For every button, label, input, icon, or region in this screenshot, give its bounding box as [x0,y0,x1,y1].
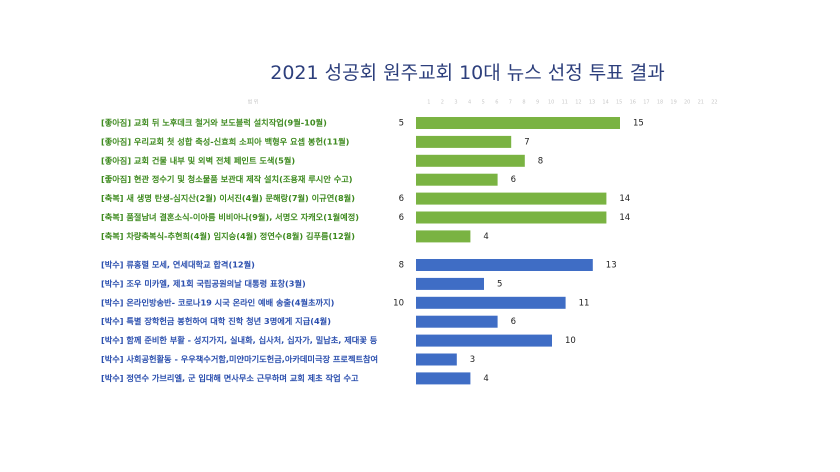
bar [416,173,498,186]
tick-label: 18 [657,100,663,106]
tick-label: 10 [548,100,554,106]
value-label: 10 [565,336,576,346]
value-label: 4 [483,232,488,242]
value-label: 14 [619,213,630,223]
value-label: 7 [524,137,529,147]
start-value-label: 8 [399,261,404,271]
chart-title: 2021 성공회 원주교회 10대 뉴스 선정 투표 결과 [270,62,665,84]
value-label: 6 [511,175,516,185]
value-label: 11 [579,298,590,308]
tick-label: 22 [711,100,717,106]
tick-label: 2 [441,100,444,106]
bar [416,259,593,271]
bar [416,117,620,129]
category-label: [축복] 새 생명 탄생-심지산(2월) 이서진(4월) 문해랑(7월) 이규연… [101,193,355,203]
category-label: [축복] 품절남녀 결혼소식-이아름 비비아나(9월), 서명오 자캐오(1월예… [101,212,359,222]
bar [416,296,566,309]
tick-label: 3 [454,100,457,106]
tick-label: 1 [427,100,430,106]
tick-label: 7 [509,100,512,106]
tick-label: 9 [536,100,539,106]
category-label: [축복] 차량축복식-추현희(4월) 임지승(4월) 정연수(8월) 김푸름(1… [101,231,355,241]
category-label: [좋아짐] 교회 건물 내부 및 외벽 전체 페인트 도색(5월) [101,155,295,165]
tick-label: 15 [616,100,622,106]
value-label: 5 [497,279,502,289]
value-label: 3 [470,355,475,365]
tick-label: 21 [698,100,704,106]
tick-label: 14 [602,100,608,106]
bar [416,277,484,290]
tick-label: 4 [468,100,471,106]
bar [416,315,498,328]
category-label: [박수] 특별 장학헌금 봉헌하여 대학 진학 청년 3명에게 지급(4월) [101,316,331,326]
tick-label: 19 [670,100,676,106]
value-label: 8 [538,156,543,166]
category-label: [박수] 사회공헌활동 - 우우책수거함,미얀마기도헌금,아카데미극장 프로젝트… [101,354,378,364]
category-label: [박수] 온라인방송반- 코로나19 시국 온라인 예배 송출(4월초까지) [101,297,335,307]
tick-label: 5 [482,100,485,106]
tick-label: 16 [630,100,636,106]
bar [416,372,471,385]
category-label: [박수] 류홍렬 모세, 연세대학교 합격(12월) [101,260,255,270]
tick-label: 8 [522,100,525,106]
tick-label: 13 [589,100,595,106]
tick-label: 6 [495,100,498,106]
bar [416,353,457,366]
value-label: 13 [606,261,617,271]
bar [416,211,607,224]
value-label: 6 [511,317,516,327]
tick-label: 17 [643,100,649,106]
tick-label: 20 [684,100,690,106]
bar [416,192,607,205]
bar [416,230,471,243]
start-value-label: 5 [399,119,404,129]
category-label: [좋아짐] 현관 정수기 및 청소물품 보관대 제작 설치(조용재 루시안 수고… [101,174,353,184]
bar [416,135,512,148]
category-label: [박수] 함께 준비한 부활 - 성지가지, 실내화, 십사처, 십자가, 밀납… [101,335,378,345]
category-label: [좋아짐] 교회 뒤 노후데크 철거와 보도블럭 설치작업(9월-10월) [101,118,327,128]
start-value-label: 10 [393,298,404,308]
category-label: [박수] 조우 미카엘, 제1회 국립공원의날 대통령 표창(3월) [101,278,306,288]
value-label: 15 [633,119,644,129]
category-label: [박수] 정연수 가브리엘, 군 입대해 면사무소 근무하며 교회 제초 작업 … [101,373,359,383]
start-value-label: 6 [399,194,404,204]
category-label: [좋아짐] 우리교회 첫 성합 축성-신효희 소피아 백형우 요셉 봉헌(11월… [101,136,350,146]
tick-label: 11 [562,100,568,106]
bar [416,334,552,347]
top-axis-label: 범 위 [248,99,259,106]
start-value-label: 6 [399,213,404,223]
value-label: 14 [619,194,630,204]
value-label: 4 [483,374,488,384]
bar [416,154,525,167]
tick-label: 12 [575,100,581,106]
